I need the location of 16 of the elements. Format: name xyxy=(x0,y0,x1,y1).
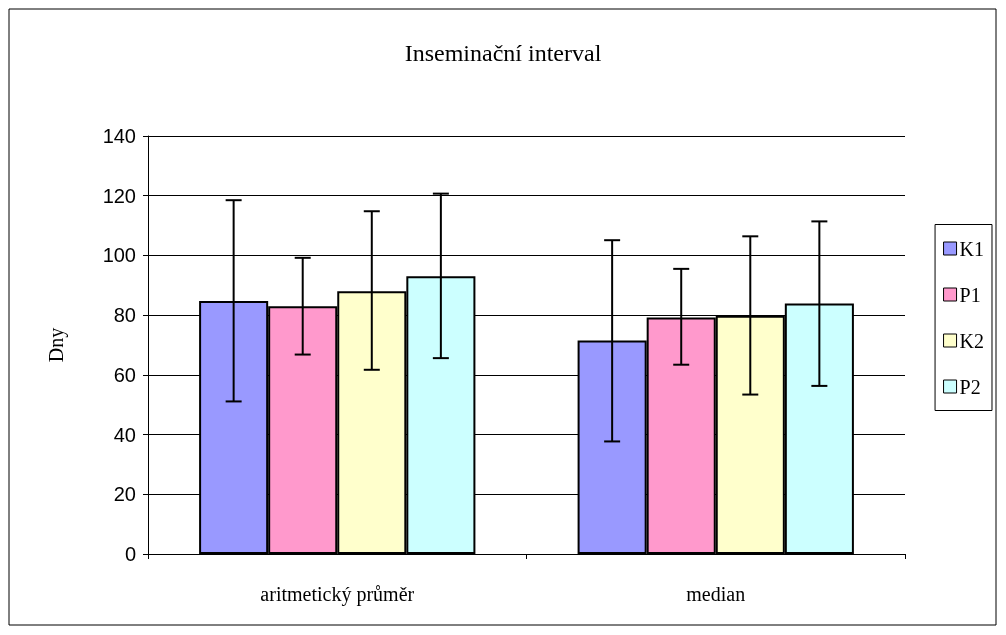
y-axis-title: Dny xyxy=(45,327,68,363)
y-tick-label: 0 xyxy=(124,543,136,565)
legend-label: P2 xyxy=(959,375,981,398)
legend-label: K2 xyxy=(959,329,985,352)
legend-label: K1 xyxy=(959,237,985,260)
y-tick-label: 40 xyxy=(113,423,136,446)
y-tick-label: 60 xyxy=(113,363,136,386)
y-tick-label: 80 xyxy=(113,304,136,327)
y-tick-label: 20 xyxy=(113,483,136,506)
chart-title: Inseminační interval xyxy=(404,40,602,66)
y-tick-label: 100 xyxy=(102,244,136,267)
y-tick-label: 140 xyxy=(102,125,136,147)
x-tick-label: median xyxy=(686,583,746,605)
y-tick-label: 120 xyxy=(102,184,136,207)
x-tick-label: aritmetický průměr xyxy=(260,583,415,606)
legend-label: P1 xyxy=(959,283,981,306)
